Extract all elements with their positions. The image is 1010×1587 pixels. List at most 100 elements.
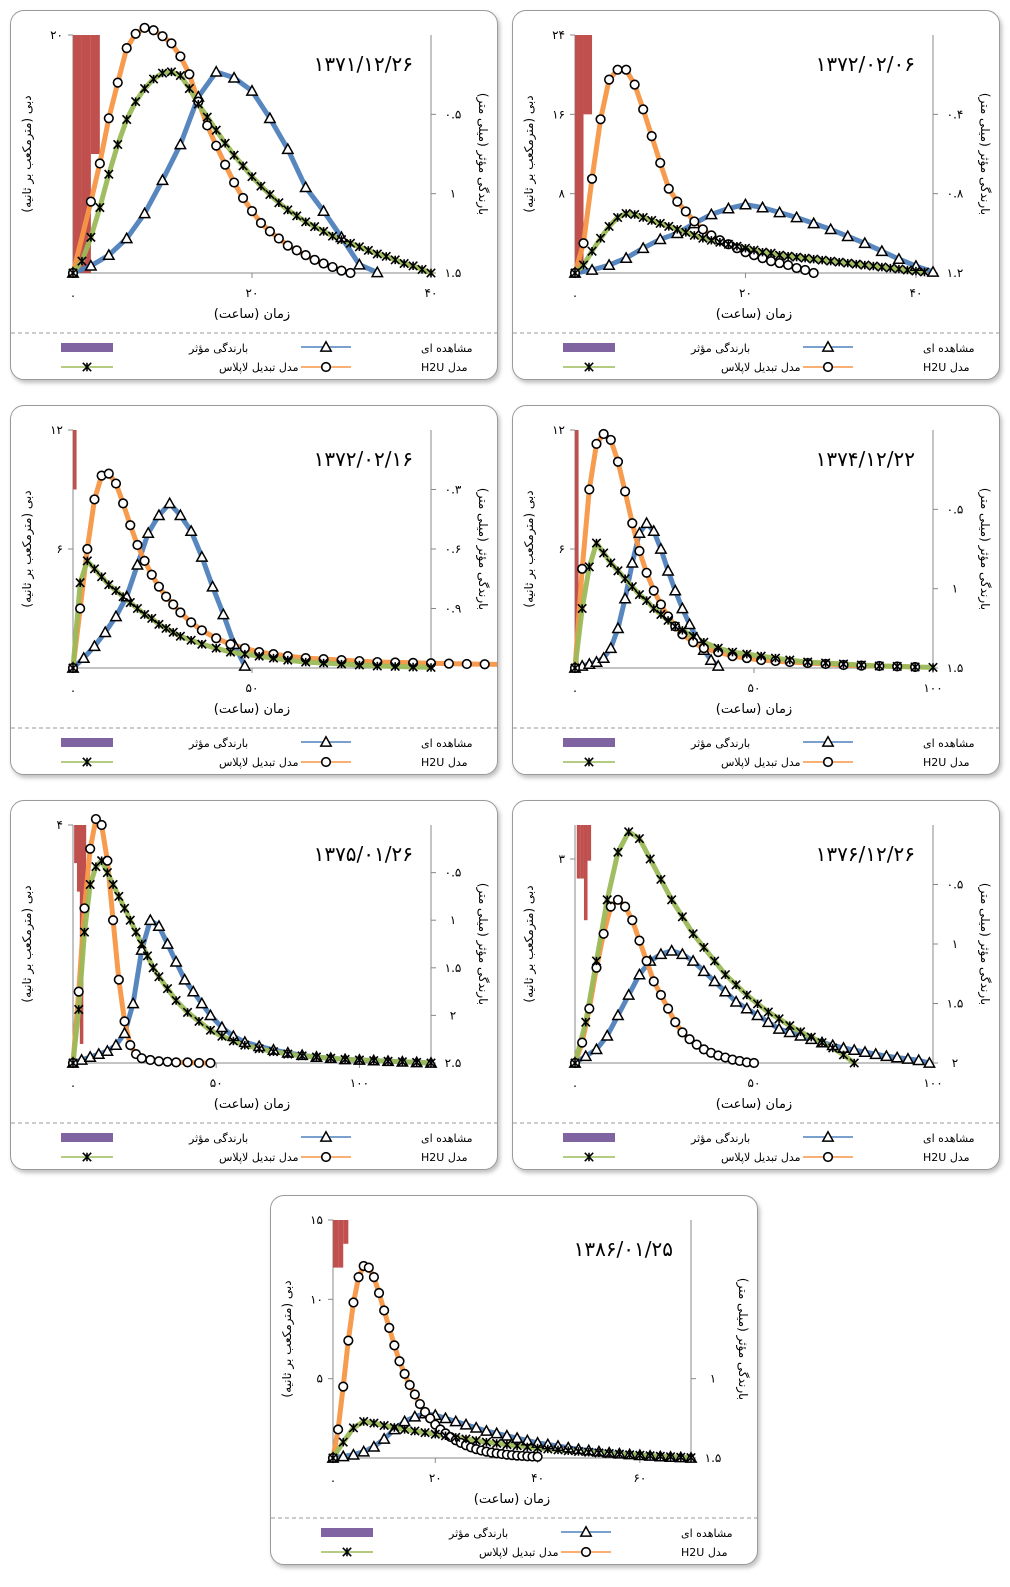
data-point bbox=[390, 661, 400, 672]
x-tick-origin: . bbox=[573, 1076, 577, 1090]
data-point bbox=[168, 599, 179, 610]
data-point bbox=[849, 1058, 860, 1068]
data-point bbox=[426, 662, 436, 673]
legend: بارندگی مؤثر مدل تبدیل لاپلاس مشاهده ای مدل… bbox=[271, 1517, 757, 1559]
x-axis-label: زمان (ساعت) bbox=[716, 702, 792, 717]
data-point bbox=[89, 494, 100, 505]
data-point bbox=[663, 615, 673, 626]
data-point bbox=[325, 1053, 336, 1064]
data-point bbox=[926, 265, 940, 277]
data-point bbox=[606, 558, 616, 568]
data-point bbox=[856, 660, 867, 670]
y2-tick-label: ۰.۴ bbox=[947, 107, 964, 121]
y-tick-label: ۱۲ bbox=[552, 423, 565, 437]
rainfall-bar bbox=[76, 825, 81, 892]
legend-marker-observed bbox=[821, 735, 835, 747]
data-point bbox=[802, 657, 813, 667]
data-point bbox=[346, 1448, 360, 1460]
y-tick-label: ۲۴ bbox=[552, 28, 565, 42]
data-point bbox=[661, 564, 675, 576]
data-point bbox=[90, 813, 102, 825]
data-point bbox=[739, 197, 752, 210]
data-point bbox=[757, 247, 768, 257]
data-point bbox=[182, 1007, 193, 1018]
data-point bbox=[890, 1050, 904, 1063]
rainfall-bar bbox=[73, 430, 77, 490]
data-point bbox=[634, 833, 645, 844]
rainfall-bar bbox=[81, 35, 91, 273]
data-point bbox=[800, 253, 810, 263]
data-point bbox=[197, 639, 207, 649]
data-point bbox=[742, 990, 752, 1000]
data-point bbox=[268, 1046, 279, 1057]
legend-swatch-rain bbox=[61, 343, 113, 352]
data-point bbox=[595, 233, 606, 244]
y-tick-label: ۳ bbox=[559, 852, 566, 866]
legend-swatch-rain bbox=[563, 738, 615, 747]
data-point bbox=[439, 1411, 452, 1424]
data-point bbox=[704, 207, 718, 220]
data-point bbox=[698, 233, 708, 244]
data-point bbox=[570, 268, 580, 278]
data-point bbox=[125, 915, 136, 925]
data-point bbox=[95, 202, 105, 213]
data-point bbox=[440, 1431, 451, 1441]
series-markers bbox=[68, 855, 436, 1068]
data-point bbox=[699, 942, 709, 953]
data-point bbox=[408, 1410, 422, 1422]
data-point bbox=[384, 1322, 395, 1333]
series-markers bbox=[570, 538, 938, 673]
data-point bbox=[613, 847, 623, 857]
data-point bbox=[104, 169, 114, 179]
data-point bbox=[112, 77, 123, 88]
data-point bbox=[162, 983, 173, 994]
data-point bbox=[783, 251, 793, 261]
data-point bbox=[704, 653, 718, 665]
series-markers bbox=[570, 208, 930, 278]
data-point bbox=[911, 266, 921, 276]
data-point bbox=[623, 827, 634, 837]
data-point bbox=[318, 258, 329, 269]
data-point bbox=[104, 579, 114, 590]
data-point bbox=[720, 969, 731, 980]
data-point bbox=[237, 192, 249, 204]
data-point bbox=[655, 218, 666, 229]
data-point bbox=[107, 915, 119, 926]
data-point bbox=[604, 641, 618, 654]
data-point bbox=[892, 252, 906, 265]
data-point bbox=[111, 585, 121, 596]
data-point bbox=[618, 591, 632, 604]
data-point bbox=[723, 239, 734, 250]
data-point bbox=[225, 647, 236, 657]
data-point bbox=[742, 649, 752, 659]
data-point bbox=[646, 131, 657, 142]
data-point bbox=[411, 1057, 422, 1068]
chart-title: ۱۳۷۲/۰۲/۱۶ bbox=[314, 447, 413, 471]
data-point bbox=[120, 231, 134, 244]
data-point bbox=[824, 222, 838, 235]
data-point bbox=[612, 64, 623, 75]
data-point bbox=[73, 986, 84, 997]
data-point bbox=[148, 74, 159, 84]
data-point bbox=[352, 257, 366, 270]
y2-tick-label: ۱.۵ bbox=[705, 1451, 722, 1465]
legend-marker-h2u bbox=[320, 361, 332, 373]
data-point bbox=[825, 256, 836, 266]
data-point bbox=[676, 1452, 686, 1462]
rainfall-bar bbox=[583, 825, 588, 921]
legend-label-rain: بارندگی مؤثر bbox=[188, 1132, 248, 1145]
data-point bbox=[397, 1057, 408, 1067]
data-point bbox=[338, 1381, 349, 1392]
data-point bbox=[373, 1287, 385, 1299]
data-point bbox=[655, 157, 666, 169]
data-point bbox=[160, 591, 172, 602]
data-point bbox=[291, 211, 302, 221]
data-point bbox=[130, 28, 141, 39]
legend-marker-h2u bbox=[822, 1151, 834, 1163]
data-point bbox=[255, 217, 267, 229]
data-point bbox=[141, 526, 155, 539]
rainfall-bars bbox=[73, 430, 77, 490]
data-point bbox=[820, 658, 831, 668]
data-point bbox=[254, 1043, 264, 1054]
data-point bbox=[217, 1031, 227, 1041]
